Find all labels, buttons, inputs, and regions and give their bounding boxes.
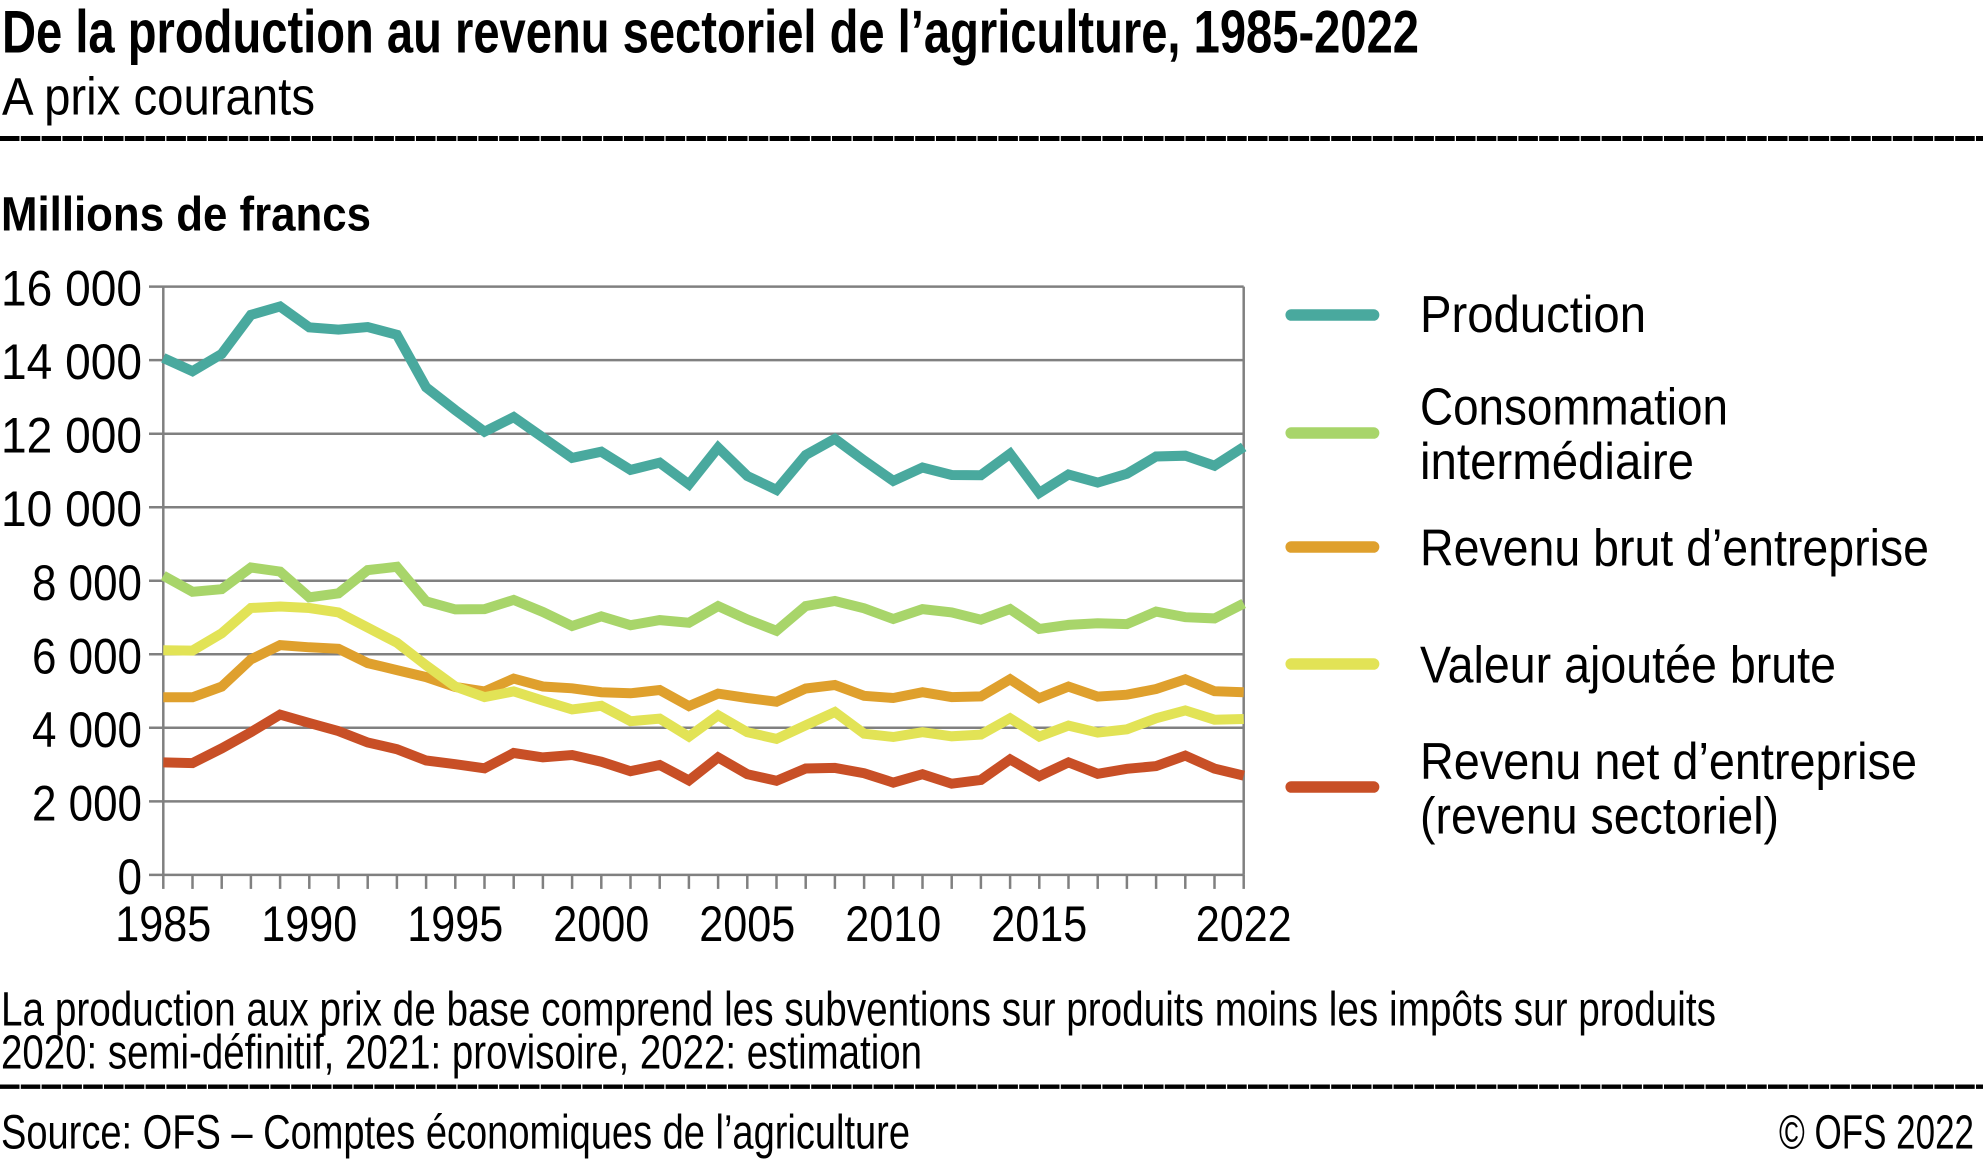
svg-text:Valeur ajoutée brute: Valeur ajoutée brute xyxy=(1420,636,1836,694)
svg-text:0: 0 xyxy=(118,849,143,905)
svg-text:14 000: 14 000 xyxy=(1,334,142,390)
svg-text:Source: OFS – Comptes économiq: Source: OFS – Comptes économiques de l’a… xyxy=(1,1107,910,1160)
svg-text:2020: semi-définitif, 2021: pr: 2020: semi-définitif, 2021: provisoire, … xyxy=(1,1027,922,1080)
svg-text:2005: 2005 xyxy=(699,896,795,952)
svg-text:Production: Production xyxy=(1420,286,1646,344)
svg-text:La production aux prix de base: La production aux prix de base comprend … xyxy=(1,983,1716,1036)
svg-text:(revenu sectoriel): (revenu sectoriel) xyxy=(1420,787,1779,845)
svg-text:2 000: 2 000 xyxy=(32,775,142,831)
svg-text:6 000: 6 000 xyxy=(32,628,142,684)
svg-text:4 000: 4 000 xyxy=(32,702,142,758)
svg-text:intermédiaire: intermédiaire xyxy=(1420,433,1694,491)
svg-text:2022: 2022 xyxy=(1196,896,1292,952)
svg-text:2010: 2010 xyxy=(845,896,941,952)
svg-text:De la production au revenu sec: De la production au revenu sectoriel de … xyxy=(2,0,1419,65)
svg-text:2015: 2015 xyxy=(991,896,1087,952)
svg-text:1995: 1995 xyxy=(407,896,503,952)
svg-text:1990: 1990 xyxy=(261,896,357,952)
svg-text:Revenu brut d’entreprise: Revenu brut d’entreprise xyxy=(1420,519,1929,577)
svg-text:16 000: 16 000 xyxy=(1,261,142,317)
svg-text:1985: 1985 xyxy=(115,896,211,952)
svg-text:Millions de francs: Millions de francs xyxy=(1,188,371,241)
svg-text:A prix courants: A prix courants xyxy=(2,68,315,127)
svg-text:10 000: 10 000 xyxy=(1,481,142,537)
svg-text:8 000: 8 000 xyxy=(32,555,142,611)
svg-text:12 000: 12 000 xyxy=(1,408,142,464)
svg-text:Consommation: Consommation xyxy=(1420,378,1728,436)
svg-text:© OFS 2022: © OFS 2022 xyxy=(1779,1107,1974,1160)
svg-text:Revenu net d’entreprise: Revenu net d’entreprise xyxy=(1420,733,1917,791)
svg-text:2000: 2000 xyxy=(553,896,649,952)
